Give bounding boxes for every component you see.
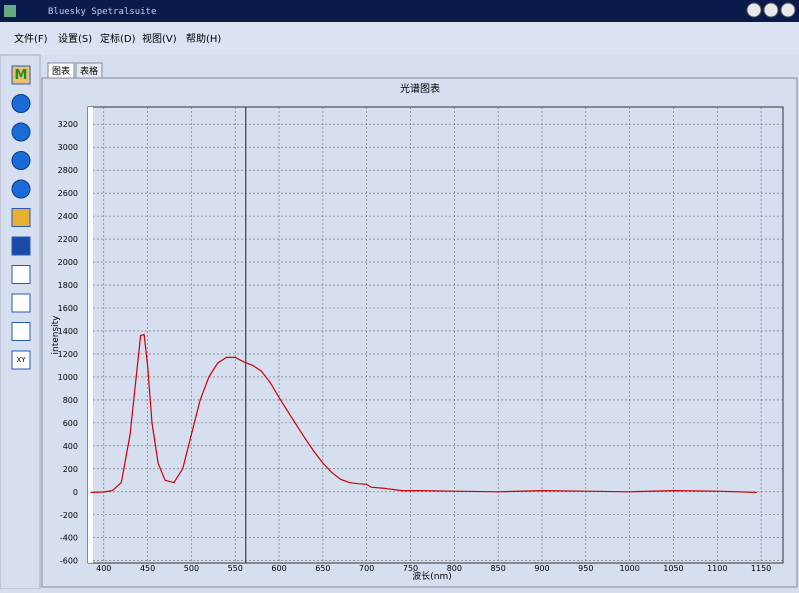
y-tick-label: 1200	[58, 350, 78, 359]
menu-item[interactable]: 帮助(H)	[186, 32, 221, 45]
menu-item[interactable]: 文件(F)	[14, 32, 48, 45]
menu-item[interactable]: 视图(V)	[142, 32, 177, 45]
menu-item[interactable]: 设置(S)	[58, 33, 92, 45]
minimize-button[interactable]	[746, 2, 762, 18]
x-tick-label: 800	[447, 564, 462, 573]
x-tick-label: 1100	[707, 564, 727, 573]
close-button[interactable]	[780, 2, 796, 18]
x-tick-label: 550	[228, 564, 243, 573]
y-tick-label: 0	[73, 488, 78, 497]
y-tick-label: -200	[60, 511, 78, 520]
y-tick-label: -400	[60, 534, 78, 543]
x-tick-label: 900	[534, 564, 549, 573]
y-tick-label: 2800	[58, 166, 78, 175]
y-tick-label: 1800	[58, 281, 78, 290]
plot-area	[87, 106, 784, 564]
toolbar-button[interactable]	[11, 322, 31, 341]
toolbar-button[interactable]	[11, 236, 31, 256]
x-tick-label: 500	[184, 564, 199, 573]
y-tick-label: 3200	[58, 120, 78, 129]
y-tick-label: 2200	[58, 235, 78, 244]
x-tick-label: 700	[359, 564, 374, 573]
x-tick-label: 650	[315, 564, 330, 573]
toolbar-button[interactable]	[11, 293, 31, 313]
chart-title: 光谱图表	[400, 82, 440, 95]
toolbar-button[interactable]	[11, 65, 31, 85]
y-axis-label: intensity	[51, 315, 61, 355]
y-tick-label: 1000	[58, 373, 78, 382]
x-tick-label: 1000	[619, 564, 639, 573]
y-tick-label: 400	[63, 442, 78, 451]
toolbar-button[interactable]	[11, 94, 31, 113]
x-tick-label: 950	[578, 564, 593, 573]
x-tick-label: 450	[140, 564, 155, 573]
x-tick-label: 1050	[663, 564, 683, 573]
toolbar-button[interactable]	[11, 179, 31, 199]
app-icon	[4, 5, 16, 17]
x-tick-label: 1150	[751, 564, 771, 573]
tab[interactable]	[47, 62, 75, 79]
toolbar-button[interactable]	[11, 122, 31, 142]
x-axis-label: 波长(nm)	[412, 570, 452, 582]
toolbar-button[interactable]	[11, 208, 31, 227]
tab[interactable]	[75, 62, 103, 79]
tab-label[interactable]: 表格	[80, 65, 98, 77]
icon-label[interactable]: M	[15, 68, 28, 83]
plot-scroll	[88, 107, 93, 563]
y-tick-label: -600	[60, 557, 78, 566]
menu-bar	[0, 22, 799, 55]
x-tick-label: 400	[96, 564, 111, 573]
toolbar-button[interactable]	[11, 350, 31, 370]
y-tick-label: 800	[63, 396, 78, 405]
spectrum-line	[90, 333, 757, 493]
y-tick-label: 3000	[58, 143, 78, 152]
title-bar	[0, 0, 799, 22]
toolbar-button[interactable]	[11, 151, 31, 170]
menu-item[interactable]: 定标(D)	[100, 32, 136, 45]
window-title: Bluesky Spetralsuite	[48, 7, 156, 17]
y-tick-label: 600	[63, 419, 78, 428]
y-tick-label: 200	[63, 465, 78, 474]
x-tick-label: 600	[271, 564, 286, 573]
y-tick-label: 1600	[58, 304, 78, 313]
y-tick-label: 2600	[58, 189, 78, 198]
restore-button[interactable]	[763, 2, 779, 18]
x-tick-label: 750	[403, 564, 418, 573]
icon-label[interactable]: XY	[16, 356, 26, 364]
y-tick-label: 2000	[58, 258, 78, 267]
y-tick-label: 2400	[58, 212, 78, 221]
tab-label[interactable]: 图表	[52, 65, 70, 77]
x-tick-label: 850	[491, 564, 506, 573]
y-tick-label: 1400	[58, 327, 78, 336]
toolbar-button[interactable]	[11, 265, 31, 284]
